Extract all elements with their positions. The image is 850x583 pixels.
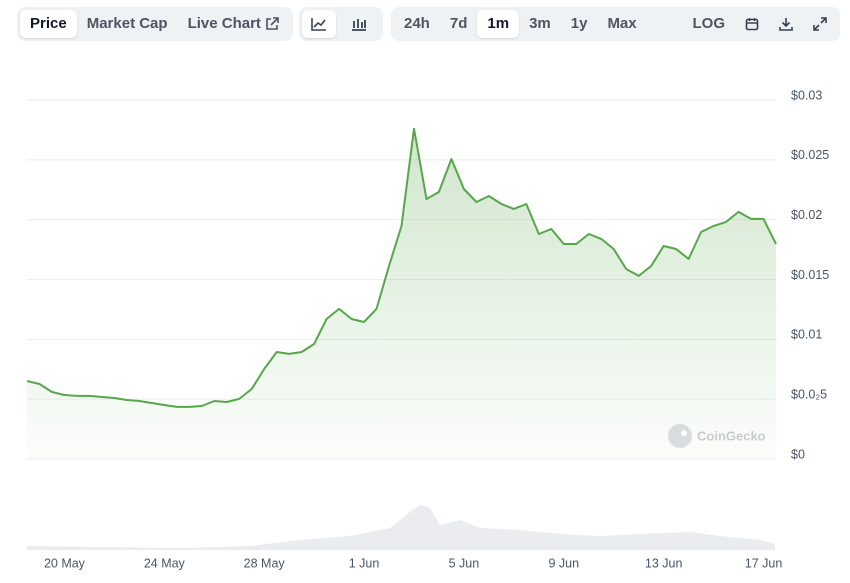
watermark: CoinGecko — [668, 424, 766, 448]
tab-group: Price Market Cap Live Chart — [17, 7, 293, 41]
expand-icon — [813, 17, 827, 31]
y-tick-label: $0.01 — [791, 328, 822, 342]
line-icon — [311, 18, 326, 31]
range-button[interactable]: 3m — [529, 15, 551, 32]
range-group: 24h 7d 1m 3m 1y Max LOG — [391, 7, 840, 41]
chart-type-group — [299, 7, 383, 41]
tab-button[interactable]: Market Cap — [86, 15, 168, 32]
volume-area — [27, 505, 775, 550]
tab-button[interactable]: Live Chart — [178, 10, 289, 38]
price-line — [26, 127, 777, 408]
x-tick-label: 17 Jun — [745, 556, 783, 570]
download-button[interactable] — [769, 10, 803, 38]
range-button[interactable]: 1m — [477, 10, 520, 38]
candle-icon — [352, 19, 366, 31]
calendar-button[interactable] — [735, 10, 769, 38]
line-chart-button[interactable] — [302, 10, 336, 38]
y-tick-label: $0.0₂5 — [791, 387, 827, 401]
range-button[interactable]: Max — [607, 15, 637, 32]
y-tick-label: $0.02 — [791, 208, 822, 222]
x-tick-label: 28 May — [244, 556, 286, 570]
range-button[interactable]: 1y — [570, 15, 588, 32]
tab-label: Live Chart — [187, 15, 261, 32]
y-tick-label: $0.025 — [791, 148, 829, 162]
y-tick-label: $0.03 — [791, 88, 822, 102]
candle-chart-button[interactable] — [342, 10, 376, 38]
y-tick-label: $0 — [791, 447, 805, 461]
y-tick-label: $0.015 — [791, 268, 829, 282]
log-button[interactable]: LOG — [692, 15, 726, 32]
range-button[interactable]: 7d — [449, 15, 468, 32]
range-button[interactable]: 24h — [404, 15, 430, 32]
calendar-icon — [745, 18, 759, 31]
x-tick-label: 1 Jun — [349, 556, 380, 570]
x-tick-label: 20 May — [44, 556, 86, 570]
x-tick-label: 13 Jun — [645, 556, 683, 570]
watermark-text: CoinGecko — [697, 428, 766, 443]
tab-button[interactable]: Price — [20, 10, 77, 38]
external-icon — [266, 17, 279, 30]
x-tick-label: 24 May — [144, 556, 186, 570]
download-icon — [779, 18, 793, 31]
x-tick-label: 9 Jun — [548, 556, 579, 570]
x-tick-label: 5 Jun — [449, 556, 480, 570]
expand-button[interactable] — [803, 10, 837, 38]
price-area — [27, 128, 776, 459]
